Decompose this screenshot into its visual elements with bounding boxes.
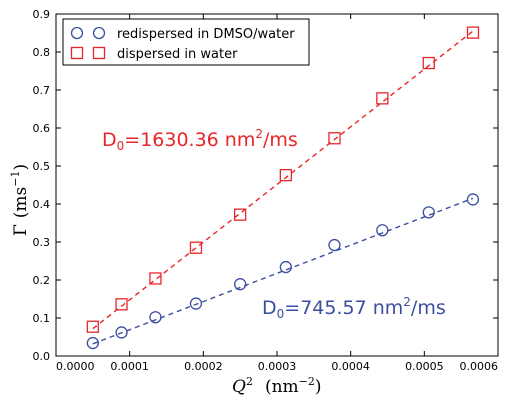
annotation-water-base: D	[102, 129, 117, 151]
data-point-square	[149, 272, 162, 285]
y-tick-label: 0.8	[33, 46, 51, 59]
data-point-circle	[115, 326, 128, 339]
annotation-water-d0: D0=1630.36 nm2/ms	[102, 127, 298, 153]
data-point-square	[86, 320, 99, 333]
legend-symbol-circle	[70, 26, 84, 40]
legend-symbol-square	[70, 46, 84, 60]
legend: redispersed in DMSO/water dispersed in w…	[62, 18, 310, 66]
data-point-square	[115, 298, 128, 311]
data-point-circle	[189, 297, 203, 310]
data-point-circle	[422, 206, 435, 219]
y-axis-unit-sup: −1	[9, 171, 22, 187]
data-point-circle	[376, 224, 389, 237]
data-point-square	[466, 26, 480, 39]
x-tick-label: 0.0004	[331, 360, 370, 373]
x-tick-label: 0.0000	[56, 360, 95, 373]
x-axis-unit: (nm	[265, 377, 299, 397]
y-tick-label: 0.1	[33, 312, 51, 325]
data-point-circle	[234, 278, 247, 291]
x-tick-label: 0.0005	[405, 360, 444, 373]
y-tick-label: 0.2	[33, 274, 51, 287]
annotation-water-sup: 2	[255, 127, 263, 141]
x-axis-symbol-sup: 2	[246, 375, 253, 388]
y-tick-label: 0.9	[33, 8, 51, 21]
data-point-circle	[279, 260, 292, 274]
legend-label-dmso: redispersed in DMSO/water	[117, 27, 295, 42]
data-point-circle	[328, 238, 341, 252]
x-axis-unit-sup: −2	[299, 375, 315, 388]
legend-marker-square	[70, 46, 106, 60]
y-tick-label: 0.6	[33, 122, 51, 135]
data-point-square	[234, 208, 247, 221]
x-tick-label: 0.0001	[110, 360, 149, 373]
annotation-dmso-tail: /ms	[411, 297, 446, 319]
y-axis-symbol: Γ	[11, 224, 31, 236]
x-tick-label: 0.0003	[258, 360, 297, 373]
x-axis-symbol: Q	[232, 377, 246, 397]
data-point-circle	[466, 193, 480, 206]
legend-marker-circle	[70, 26, 106, 40]
annotation-water-sub: 0	[117, 139, 125, 153]
data-point-square	[376, 92, 389, 105]
fit-lines	[92, 30, 474, 345]
legend-symbol-circle	[92, 26, 106, 40]
annotation-dmso-d0: D0=745.57 nm2/ms	[262, 295, 446, 321]
annotation-dmso-sup: 2	[403, 295, 411, 309]
annotation-dmso-value: =745.57 nm	[284, 297, 403, 319]
annotation-dmso-sub: 0	[277, 307, 285, 321]
y-tick-label: 0.4	[33, 198, 51, 211]
legend-symbol-square	[92, 46, 106, 60]
y-tick-label: 0.0	[33, 350, 51, 363]
legend-entry-water: dispersed in water	[70, 46, 238, 62]
annotation-water-tail: /ms	[263, 129, 298, 151]
annotation-water-value: =1630.36 nm	[124, 129, 255, 151]
axis-ticks: 0.0000 0.0001 0.0002 0.0003 0.0004 0.0005 0.00…	[33, 8, 499, 373]
data-point-square	[189, 241, 203, 254]
legend-entry-dmso: redispersed in DMSO/water	[70, 26, 295, 42]
x-tick-label: 0.0002	[184, 360, 223, 373]
x-axis-label: Q2 (nm−2)	[232, 375, 322, 397]
data-point-square	[422, 56, 435, 70]
y-tick-label: 0.3	[33, 236, 51, 249]
x-axis-unit-close: )	[315, 377, 322, 397]
data-point-square	[279, 168, 292, 182]
annotation-dmso-base: D	[262, 297, 277, 319]
x-tick-label: 0.0006	[460, 360, 499, 373]
data-point-square	[328, 132, 341, 145]
data-markers	[86, 26, 480, 350]
fit-line-circle	[92, 197, 474, 345]
y-axis-unit: (ms	[11, 187, 31, 218]
y-tick-label: 0.7	[33, 84, 51, 97]
data-point-circle	[86, 336, 99, 350]
y-tick-label: 0.5	[33, 160, 51, 173]
y-axis-label: Γ (ms−1)	[9, 164, 31, 236]
legend-label-water: dispersed in water	[117, 47, 238, 62]
y-axis-unit-close: )	[11, 164, 31, 171]
data-point-circle	[149, 311, 162, 324]
